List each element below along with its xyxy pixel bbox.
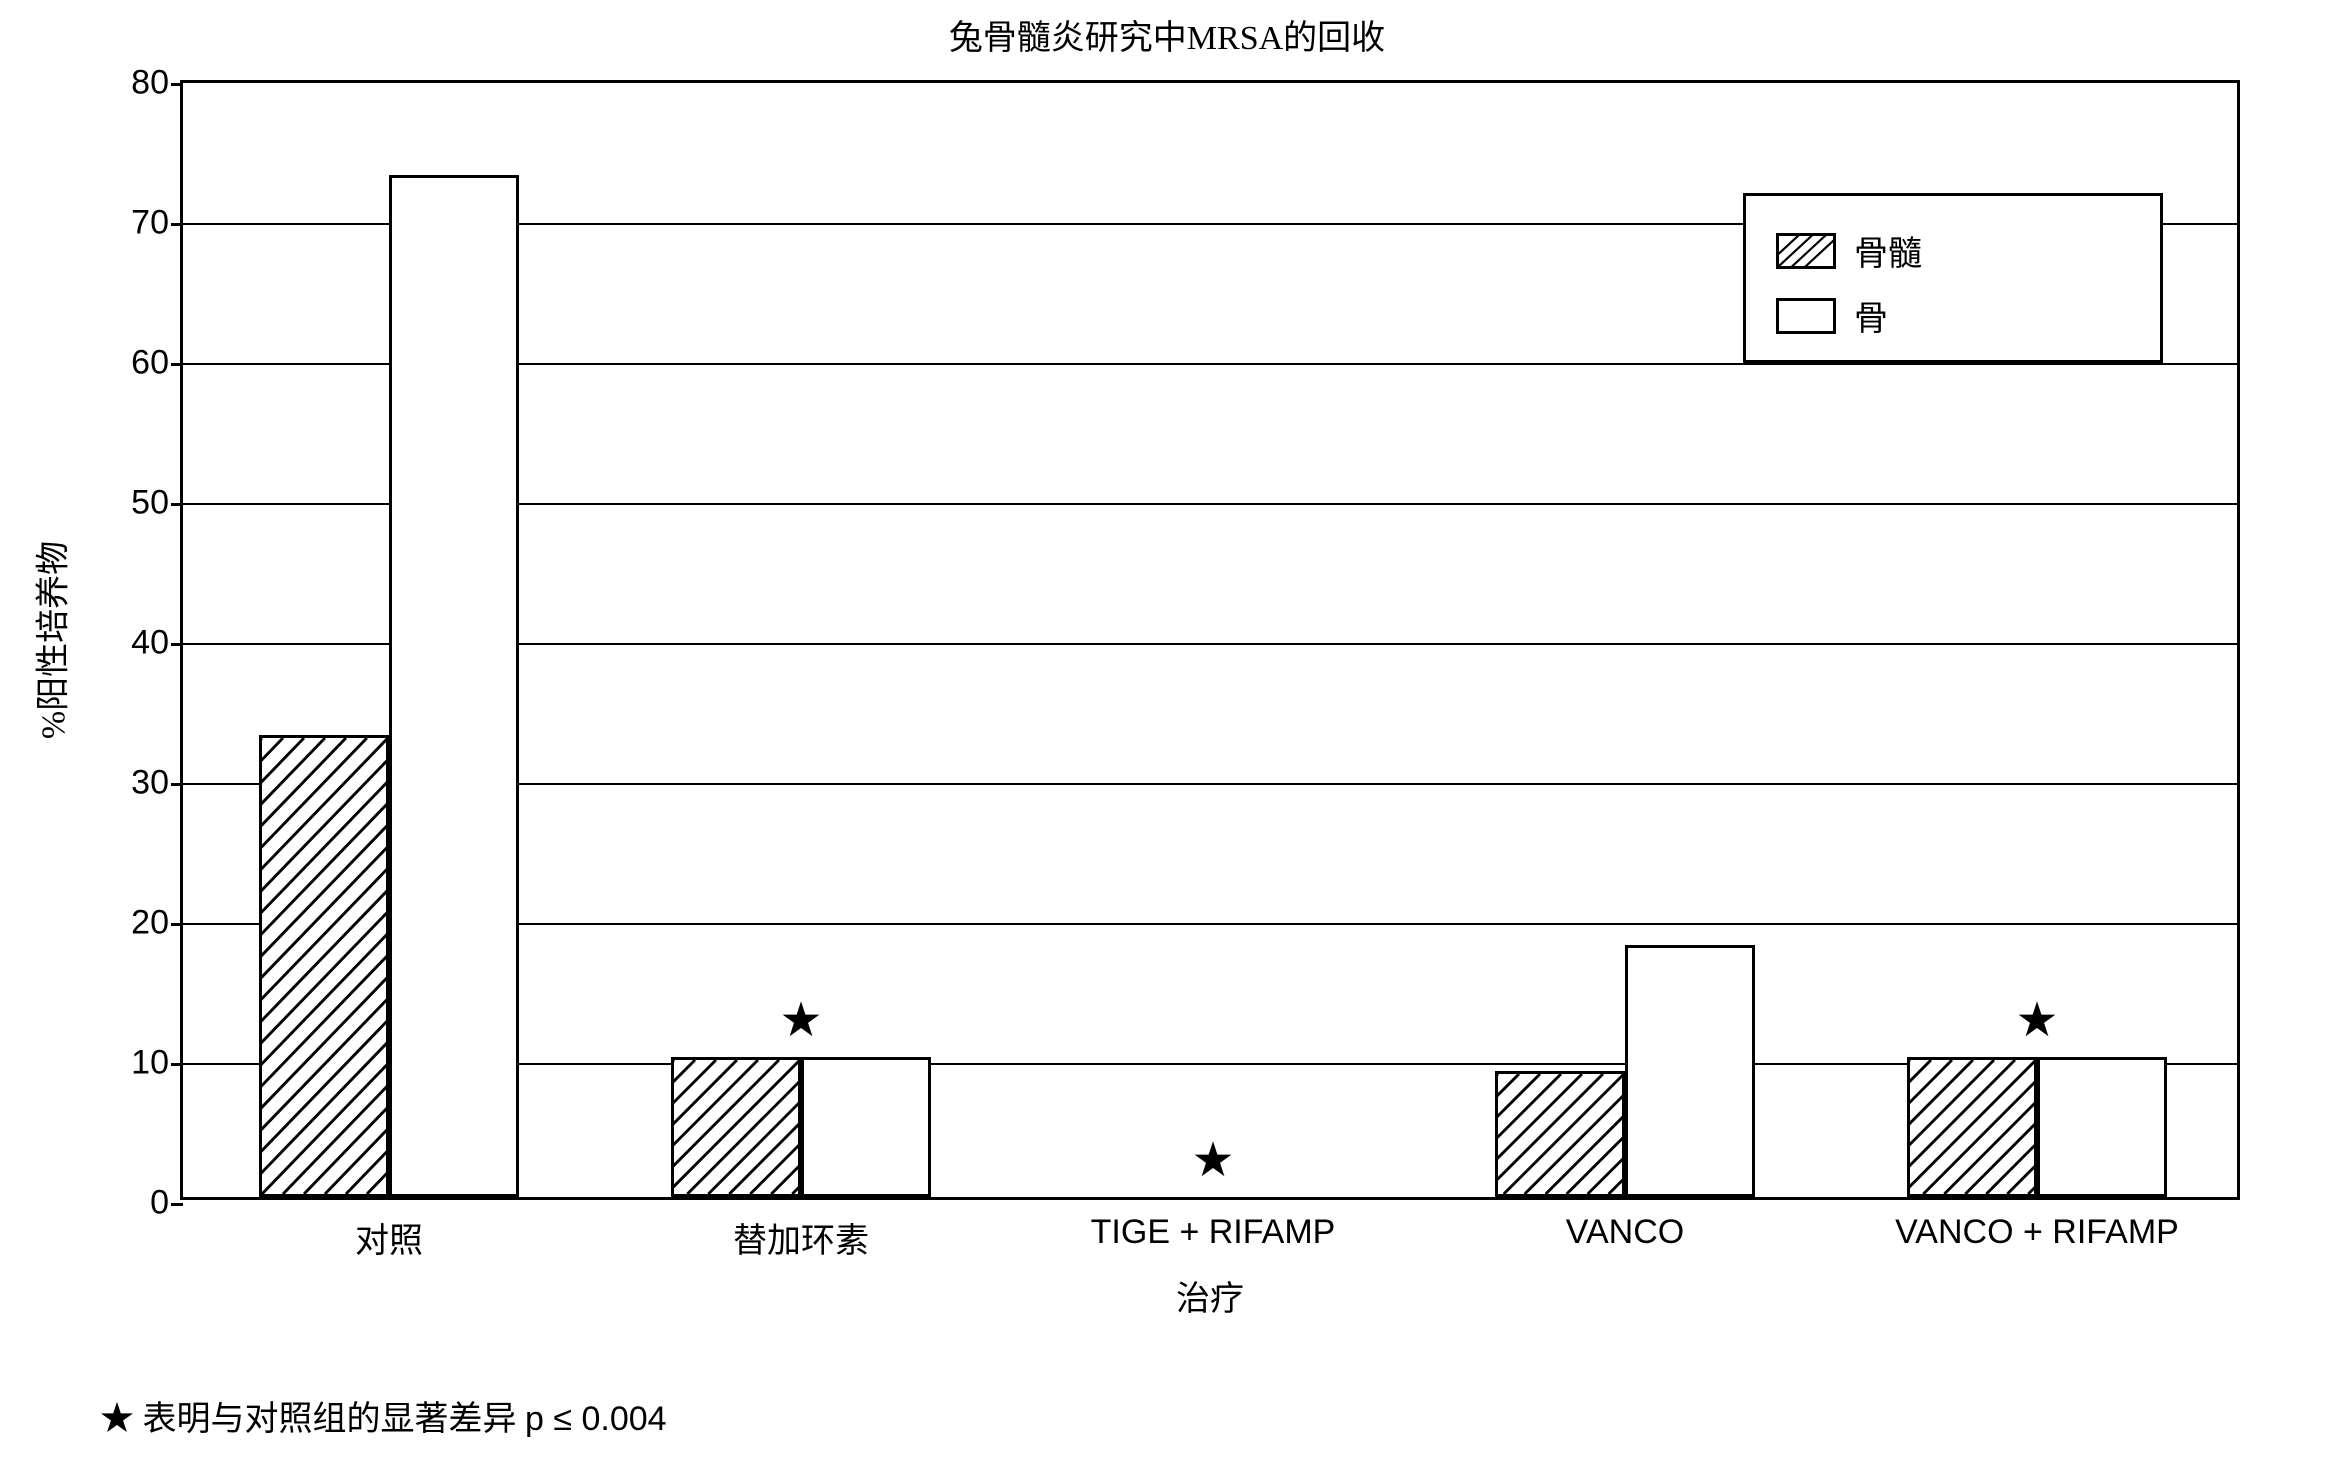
x-axis-label: 治疗 [1176, 1271, 1244, 1320]
legend-swatch-hatched [1776, 233, 1836, 269]
x-category-label: TIGE + RIFAMP [1091, 1197, 1336, 1252]
chart-area: 01020304050607080 对照替加环素TIGE + RIFAMPVAN… [180, 80, 2240, 1200]
y-tick-label: 0 [150, 1184, 183, 1223]
bar-bone [389, 175, 519, 1197]
legend: 骨髓 骨 [1743, 193, 2163, 363]
footnote: ★ 表明与对照组的显著差异 p ≤ 0.004 [100, 1391, 667, 1440]
page-root: 兔骨髓炎研究中MRSA的回收 01020304050607080 对照替加环素T… [0, 0, 2334, 1470]
y-tick-label: 70 [131, 204, 183, 243]
footnote-stat: p ≤ 0.004 [525, 1400, 667, 1438]
footnote-text: ★ 表明与对照组的显著差异 [100, 1401, 525, 1438]
legend-item-bone: 骨 [1776, 291, 1888, 340]
bar-bone [801, 1057, 931, 1197]
x-category-label: VANCO + RIFAMP [1895, 1197, 2179, 1252]
significance-star-icon: ★ [779, 997, 822, 1045]
legend-label-bone: 骨 [1854, 291, 1888, 340]
y-tick-label: 10 [131, 1044, 183, 1083]
legend-label-marrow: 骨髓 [1854, 226, 1922, 275]
bar-marrow [671, 1057, 801, 1197]
y-tick-label: 40 [131, 624, 183, 663]
bar-bone [1625, 945, 1755, 1197]
y-tick-label: 60 [131, 344, 183, 383]
plot-box: 01020304050607080 对照替加环素TIGE + RIFAMPVAN… [180, 80, 2240, 1200]
y-axis-label: %阳性培养物 [26, 541, 75, 739]
y-tick-label: 50 [131, 484, 183, 523]
x-category-label: 对照 [355, 1197, 423, 1262]
chart-title: 兔骨髓炎研究中MRSA的回收 [0, 10, 2334, 59]
y-tick-label: 30 [131, 764, 183, 803]
bar-marrow [1495, 1071, 1625, 1197]
bar-marrow [259, 735, 389, 1197]
legend-swatch-solid [1776, 298, 1836, 334]
bar-marrow [1907, 1057, 2037, 1197]
x-category-label: 替加环素 [733, 1197, 869, 1262]
significance-star-icon: ★ [2015, 997, 2058, 1045]
bar-bone [2037, 1057, 2167, 1197]
y-tick-label: 80 [131, 64, 183, 103]
x-category-label: VANCO [1566, 1197, 1684, 1252]
significance-star-icon: ★ [1191, 1137, 1234, 1185]
y-tick-label: 20 [131, 904, 183, 943]
legend-item-marrow: 骨髓 [1776, 226, 1922, 275]
